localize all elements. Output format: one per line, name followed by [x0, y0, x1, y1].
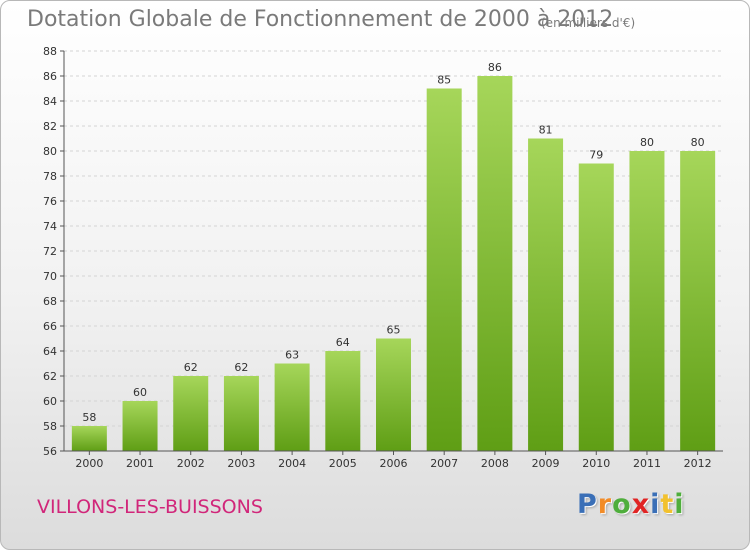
y-tick-label: 74: [43, 220, 57, 233]
chart-unit: (en milliers d'€): [541, 16, 636, 30]
x-tick-label: 2005: [329, 457, 357, 470]
y-tick-label: 88: [43, 45, 57, 58]
bar: [223, 376, 259, 451]
data-label: 65: [387, 324, 401, 337]
y-tick-label: 86: [43, 70, 57, 83]
bars: [71, 76, 716, 451]
data-label: 86: [488, 61, 502, 74]
bar: [376, 338, 411, 451]
data-label: 62: [184, 361, 198, 374]
proxiti-logo: Proxiti: [577, 489, 685, 520]
data-label: 80: [691, 136, 705, 149]
value-labels: 58 60 62 62 63 64 65 85 86 81 79 80 80: [82, 61, 704, 424]
logo-letter: r: [597, 489, 613, 520]
y-tick-label: 64: [43, 345, 57, 358]
commune-name: VILLONS-LES-BUISSONS: [37, 496, 263, 518]
bar: [426, 88, 462, 451]
data-label: 85: [437, 74, 451, 87]
data-label: 79: [589, 149, 603, 162]
bar: [173, 376, 209, 451]
y-tick-label: 62: [43, 370, 57, 383]
y-tick-label: 56: [43, 445, 57, 458]
y-tick-label: 68: [43, 295, 57, 308]
x-tick-label: 2011: [633, 457, 661, 470]
x-tick-label: 2002: [177, 457, 205, 470]
y-tick-label: 80: [43, 145, 57, 158]
data-label: 63: [285, 349, 299, 362]
x-tick-label: 2001: [126, 457, 154, 470]
y-tick-label: 82: [43, 120, 57, 133]
data-label: 64: [336, 336, 350, 349]
bar: [325, 351, 361, 451]
logo-letter: o: [612, 489, 632, 520]
x-tick-label: 2000: [75, 457, 103, 470]
data-label: 62: [234, 361, 248, 374]
y-tick-label: 72: [43, 245, 57, 258]
x-tick-label: 2007: [430, 457, 458, 470]
logo-letter: t: [660, 489, 675, 520]
data-label: 58: [82, 411, 96, 424]
y-tick-label: 78: [43, 170, 57, 183]
x-axis-ticks: 2000 2001 2002 2003 2004 2005 2006 2007 2008 2009…: [75, 451, 712, 470]
bar: [528, 138, 564, 451]
y-tick-label: 60: [43, 395, 57, 408]
data-label: 80: [640, 136, 654, 149]
y-tick-label: 76: [43, 195, 57, 208]
x-tick-label: 2009: [532, 457, 560, 470]
x-tick-label: 2008: [481, 457, 509, 470]
x-tick-label: 2003: [227, 457, 255, 470]
bar: [122, 401, 158, 451]
logo-letter: i: [674, 489, 685, 520]
y-tick-label: 70: [43, 270, 57, 283]
bar: [477, 76, 513, 451]
x-tick-label: 2012: [684, 457, 712, 470]
chart-title: Dotation Globale de Fonctionnement de 20…: [27, 7, 614, 32]
data-label: 60: [133, 386, 147, 399]
data-label: 81: [539, 124, 553, 137]
bar: [680, 151, 716, 451]
bar: [274, 363, 310, 451]
logo-letter: P: [577, 489, 598, 520]
x-tick-label: 2010: [582, 457, 610, 470]
bar: [629, 151, 665, 451]
y-tick-label: 66: [43, 320, 57, 333]
logo-letter: x: [631, 489, 651, 520]
logo-letter: i: [650, 489, 661, 520]
x-tick-label: 2004: [278, 457, 306, 470]
y-tick-label: 58: [43, 420, 57, 433]
x-tick-label: 2006: [380, 457, 408, 470]
y-axis-ticks: 56 58 60 62 64 66 68 70 72 74 76 78 80 82 84 86 88: [43, 45, 64, 458]
bar: [71, 426, 107, 451]
y-tick-label: 84: [43, 95, 57, 108]
bar: [578, 163, 614, 451]
